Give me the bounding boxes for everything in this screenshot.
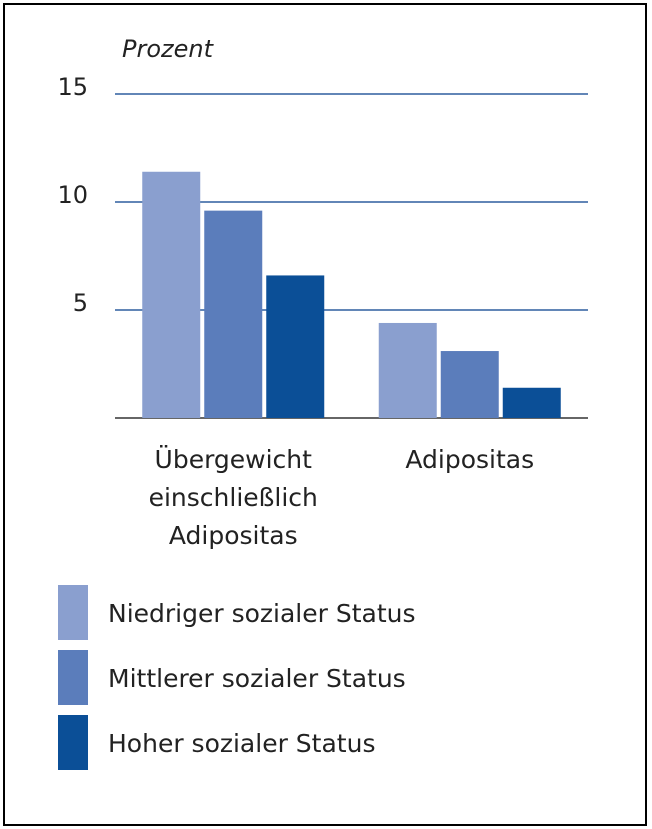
- y-axis-label: Prozent: [122, 35, 215, 63]
- legend-label: Hoher sozialer Status: [108, 729, 375, 758]
- x-tick-label: Übergewicht einschließlich Adipositas: [148, 445, 318, 550]
- bar: [266, 275, 325, 418]
- bar: [204, 210, 263, 418]
- x-tick-label: Adipositas: [405, 445, 535, 474]
- y-tick-label: 5: [73, 289, 88, 317]
- legend-label: Mittlerer sozialer Status: [108, 664, 406, 693]
- bar: [440, 351, 499, 418]
- legend-swatch: [58, 715, 88, 770]
- legend-label: Niedriger sozialer Status: [108, 599, 416, 628]
- bar: [502, 387, 561, 418]
- y-tick-label: 10: [57, 181, 88, 209]
- frame: [3, 3, 647, 826]
- bar: [142, 171, 201, 418]
- legend-swatch: [58, 585, 88, 640]
- legend-swatch: [58, 650, 88, 705]
- y-tick-label: 15: [57, 73, 88, 101]
- bar: [378, 322, 437, 418]
